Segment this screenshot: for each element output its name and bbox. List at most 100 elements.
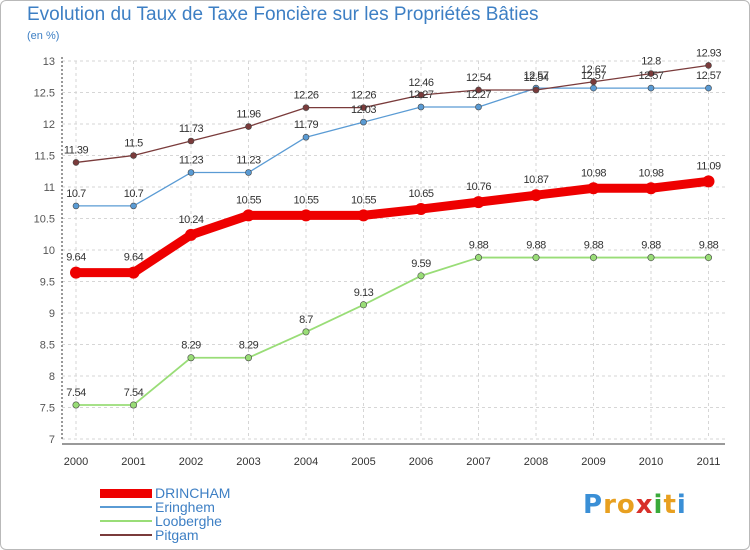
y-tick-label: 11.5 (34, 151, 55, 163)
data-point (587, 182, 600, 195)
legend-item-eringhem[interactable]: Eringhem (100, 500, 230, 514)
data-label: 12.46 (408, 77, 433, 89)
data-label: 10.55 (236, 194, 261, 206)
axes: 7 7.5 8 8.5 9 9.5 10 10.5 11 11.5 12 12.5 13 2000 2001… (34, 56, 725, 468)
data-point (532, 86, 540, 94)
legend-item-looberghe[interactable]: Looberghe (100, 514, 230, 528)
data-point (647, 84, 655, 92)
data-label: 10.7 (66, 188, 86, 200)
legend-swatch (100, 506, 152, 508)
x-tick-label: 2010 (639, 456, 663, 468)
data-label: 11.23 (179, 155, 204, 167)
data-label: 12.26 (293, 90, 318, 102)
data-point (357, 209, 370, 222)
data-label: 12.57 (581, 70, 606, 82)
x-tick-label: 2005 (351, 456, 375, 468)
y-tick-label: 12 (43, 119, 55, 131)
x-tick-label: 2000 (64, 456, 88, 468)
y-tick-label: 7 (49, 434, 55, 446)
data-point (417, 91, 425, 99)
data-point (130, 401, 138, 409)
x-tick-label: 2009 (581, 456, 605, 468)
data-point (245, 123, 252, 130)
legend-swatch (100, 534, 152, 536)
data-point (415, 203, 427, 216)
data-point (647, 254, 655, 262)
data-label: 8.29 (239, 340, 259, 352)
data-point (72, 202, 80, 210)
data-point (360, 104, 367, 111)
data-point (245, 169, 252, 176)
series-line-pitgam (75, 64, 710, 164)
data-point (705, 84, 712, 92)
data-point (127, 266, 140, 279)
logo-letter: t (663, 490, 677, 520)
data-point (185, 228, 197, 241)
y-tick-label: 7.5 (40, 403, 55, 415)
x-tick-label: 2003 (236, 456, 260, 468)
legend-label: Eringhem (155, 499, 215, 515)
data-label: 10.55 (351, 194, 376, 206)
data-point (532, 254, 540, 262)
legend-label: Pitgam (155, 527, 199, 543)
data-point (187, 137, 195, 145)
logo-letter: o (616, 490, 636, 520)
data-label: 9.64 (124, 252, 144, 264)
proxiti-logo: Proxiti (583, 490, 687, 520)
data-point (360, 118, 367, 126)
logo-letter: x (635, 490, 654, 520)
data-label: 9.88 (526, 240, 546, 252)
y-tick-label: 10.5 (34, 214, 55, 226)
data-point (187, 354, 195, 362)
data-point (359, 301, 367, 309)
data-point (417, 103, 425, 111)
logo-letter: r (603, 490, 617, 520)
data-label: 7.54 (66, 387, 86, 399)
data-label: 12.57 (523, 70, 548, 82)
data-label: 10.98 (581, 167, 606, 179)
series-lines (70, 62, 715, 409)
data-label: 11.39 (64, 144, 89, 156)
data-label: 12.54 (523, 72, 548, 84)
data-point (302, 133, 310, 141)
data-label: 9.88 (584, 240, 604, 252)
x-tick-label: 2001 (121, 456, 145, 468)
y-tick-label: 9 (49, 308, 55, 320)
data-label: 11.96 (236, 109, 261, 121)
data-label: 10.98 (638, 167, 663, 179)
data-label: 9.59 (411, 258, 431, 270)
series-line-drincham (71, 176, 713, 278)
y-tick-label: 11 (44, 182, 55, 194)
data-point (530, 189, 542, 202)
data-label: 11.09 (696, 160, 721, 172)
data-label: 11.23 (236, 155, 261, 167)
data-point (589, 254, 597, 262)
data-label: 11.79 (294, 119, 319, 131)
data-point (72, 159, 80, 166)
data-label: 9.64 (66, 252, 86, 264)
legend: DRINCHAM Eringhem Looberghe Pitgam (100, 486, 230, 542)
data-label: 7.54 (124, 387, 144, 399)
data-label: 11.5 (124, 138, 143, 150)
data-label: 9.88 (699, 240, 719, 252)
data-label: 11.73 (179, 123, 204, 135)
y-tick-label: 9.5 (40, 277, 55, 289)
x-tick-label: 2011 (697, 456, 721, 468)
data-point (130, 202, 137, 210)
data-label: 9.88 (641, 240, 661, 252)
data-label: 12.27 (408, 89, 433, 101)
legend-item-pitgam[interactable]: Pitgam (100, 528, 230, 542)
data-label: 12.26 (351, 90, 376, 102)
data-label: 12.03 (351, 104, 376, 116)
legend-swatch (100, 488, 152, 498)
series-line-eringhem (75, 87, 710, 207)
legend-item-drincham[interactable]: DRINCHAM (100, 486, 230, 500)
data-point (590, 84, 597, 92)
x-tick-label: 2006 (409, 456, 433, 468)
data-point (645, 182, 657, 195)
data-label: 10.7 (124, 188, 144, 200)
data-point (70, 266, 82, 279)
data-point (302, 328, 310, 336)
data-label: 9.88 (469, 240, 489, 252)
data-point (187, 169, 195, 176)
